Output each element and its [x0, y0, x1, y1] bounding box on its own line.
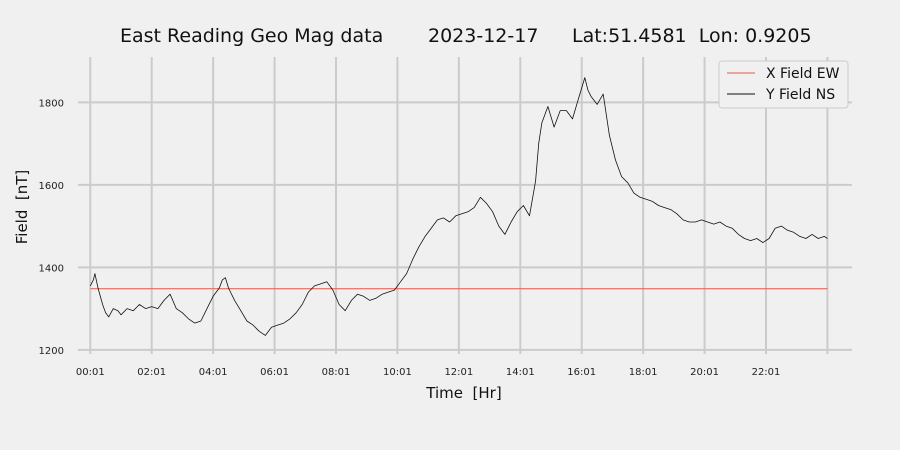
title-date: 2023-12-17	[428, 25, 538, 47]
x-tick-label: 04:01	[199, 367, 228, 378]
legend: X Field EW Y Field NS	[718, 60, 849, 109]
legend-label-x-field: X Field EW	[766, 66, 840, 82]
title-name: East Reading Geo Mag data	[120, 25, 383, 47]
legend-label-y-field: Y Field NS	[765, 87, 835, 103]
x-tick-label: 10:01	[383, 367, 412, 378]
y-tick-label: 1400	[39, 263, 64, 274]
x-tick-label: 08:01	[322, 367, 351, 378]
series-layer	[89, 77, 828, 336]
tick-label-layer: 00:01 02:01 04:01 06:01 08:01 10:01 12:01 14:01…	[39, 98, 781, 378]
x-tick-label: 20:01	[690, 367, 719, 378]
y-tick-label: 1600	[39, 181, 64, 192]
y-tick-label: 1200	[39, 346, 64, 357]
x-tick-label: 22:01	[752, 367, 781, 378]
chart-title: East Reading Geo Mag data 2023-12-17 Lat…	[120, 25, 812, 47]
grid-layer	[78, 57, 852, 354]
title-location: Lat:51.4581 Lon: 0.9205	[572, 25, 812, 47]
y-axis-label: Field [nT]	[13, 170, 31, 245]
x-axis-label: Time [Hr]	[425, 384, 501, 402]
x-tick-label: 06:01	[260, 367, 289, 378]
x-tick-label: 00:01	[76, 367, 105, 378]
x-tick-label: 14:01	[506, 367, 535, 378]
series-line-y-field	[89, 77, 828, 336]
y-tick-label: 1800	[39, 98, 64, 109]
x-tick-label: 16:01	[567, 367, 596, 378]
x-tick-label: 02:01	[137, 367, 166, 378]
x-tick-label: 18:01	[629, 367, 658, 378]
x-tick-label: 12:01	[444, 367, 473, 378]
